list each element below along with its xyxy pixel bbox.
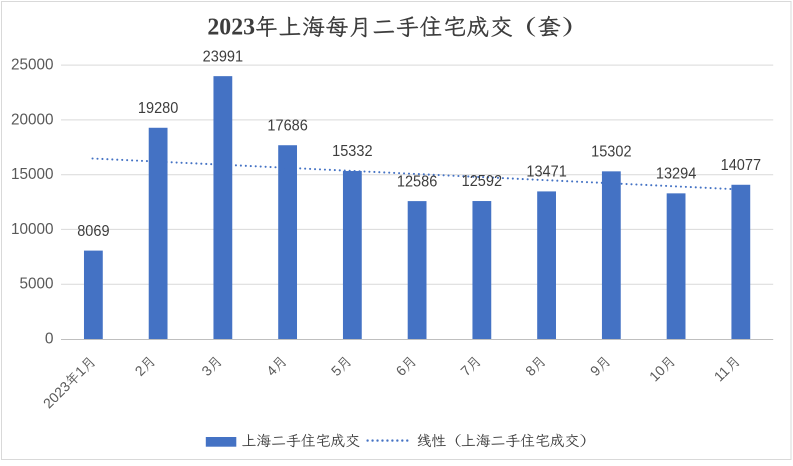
svg-text:12586: 12586 xyxy=(397,173,437,190)
svg-text:15332: 15332 xyxy=(332,143,372,160)
svg-text:14077: 14077 xyxy=(721,157,761,174)
svg-text:23991: 23991 xyxy=(203,48,243,65)
svg-text:15000: 15000 xyxy=(11,166,54,183)
svg-text:19280: 19280 xyxy=(138,100,178,117)
svg-text:5000: 5000 xyxy=(20,276,54,293)
svg-text:17686: 17686 xyxy=(267,117,307,134)
svg-text:0: 0 xyxy=(45,331,54,348)
svg-text:12592: 12592 xyxy=(462,173,502,190)
svg-text:25000: 25000 xyxy=(11,57,54,74)
svg-text:15302: 15302 xyxy=(591,144,631,161)
svg-text:8069: 8069 xyxy=(77,223,109,240)
svg-text:20000: 20000 xyxy=(11,111,54,128)
svg-text:13294: 13294 xyxy=(656,166,696,183)
svg-text:2023: 2023 xyxy=(207,15,255,41)
svg-text:10000: 10000 xyxy=(11,221,54,238)
svg-text:13471: 13471 xyxy=(526,164,566,181)
